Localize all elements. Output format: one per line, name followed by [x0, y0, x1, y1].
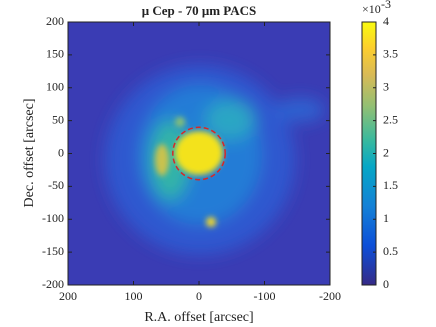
x-axis-label: R.A. offset [arcsec] [144, 310, 253, 325]
x-tick-label: 200 [59, 289, 77, 303]
y-tick-label: 0 [58, 145, 64, 159]
colorbar-tick-label: 0.5 [383, 244, 398, 258]
aperture [172, 126, 226, 181]
colorbar-tick-label: 2.5 [383, 112, 398, 126]
y-tick-label: -200 [42, 277, 64, 291]
colorbar-multiplier: ×10 [362, 2, 381, 16]
colorbar-tick-label: 3.5 [383, 47, 398, 61]
x-tick-label: -200 [319, 289, 341, 303]
y-tick-label: -50 [48, 178, 64, 192]
y-tick-label: -100 [42, 211, 64, 225]
heatmap [68, 22, 330, 285]
colorbar-tick-label: 3 [383, 80, 389, 94]
colorbar-tick-label: 0 [383, 277, 389, 291]
y-tick-label: 50 [52, 112, 64, 126]
y-tick-label: 150 [46, 47, 64, 61]
y-tick-label: 100 [46, 80, 64, 94]
x-tick-label: 100 [125, 289, 143, 303]
colorbar-tick-label: 4 [383, 14, 389, 28]
colorbar-tick-label: 1 [383, 211, 389, 225]
colorbar-exponent: -3 [381, 0, 391, 11]
chart-title: μ Cep - 70 μm PACS [142, 3, 257, 18]
y-tick-label: 200 [46, 14, 64, 28]
x-tick-label: -100 [254, 289, 276, 303]
colorbar-tick-label: 1.5 [383, 178, 398, 192]
colorbar-tick-label: 2 [383, 145, 389, 159]
x-tick-label: 0 [196, 289, 202, 303]
y-axis-label: Dec. offset [arcsec] [22, 99, 37, 208]
y-tick-label: -150 [42, 244, 64, 258]
